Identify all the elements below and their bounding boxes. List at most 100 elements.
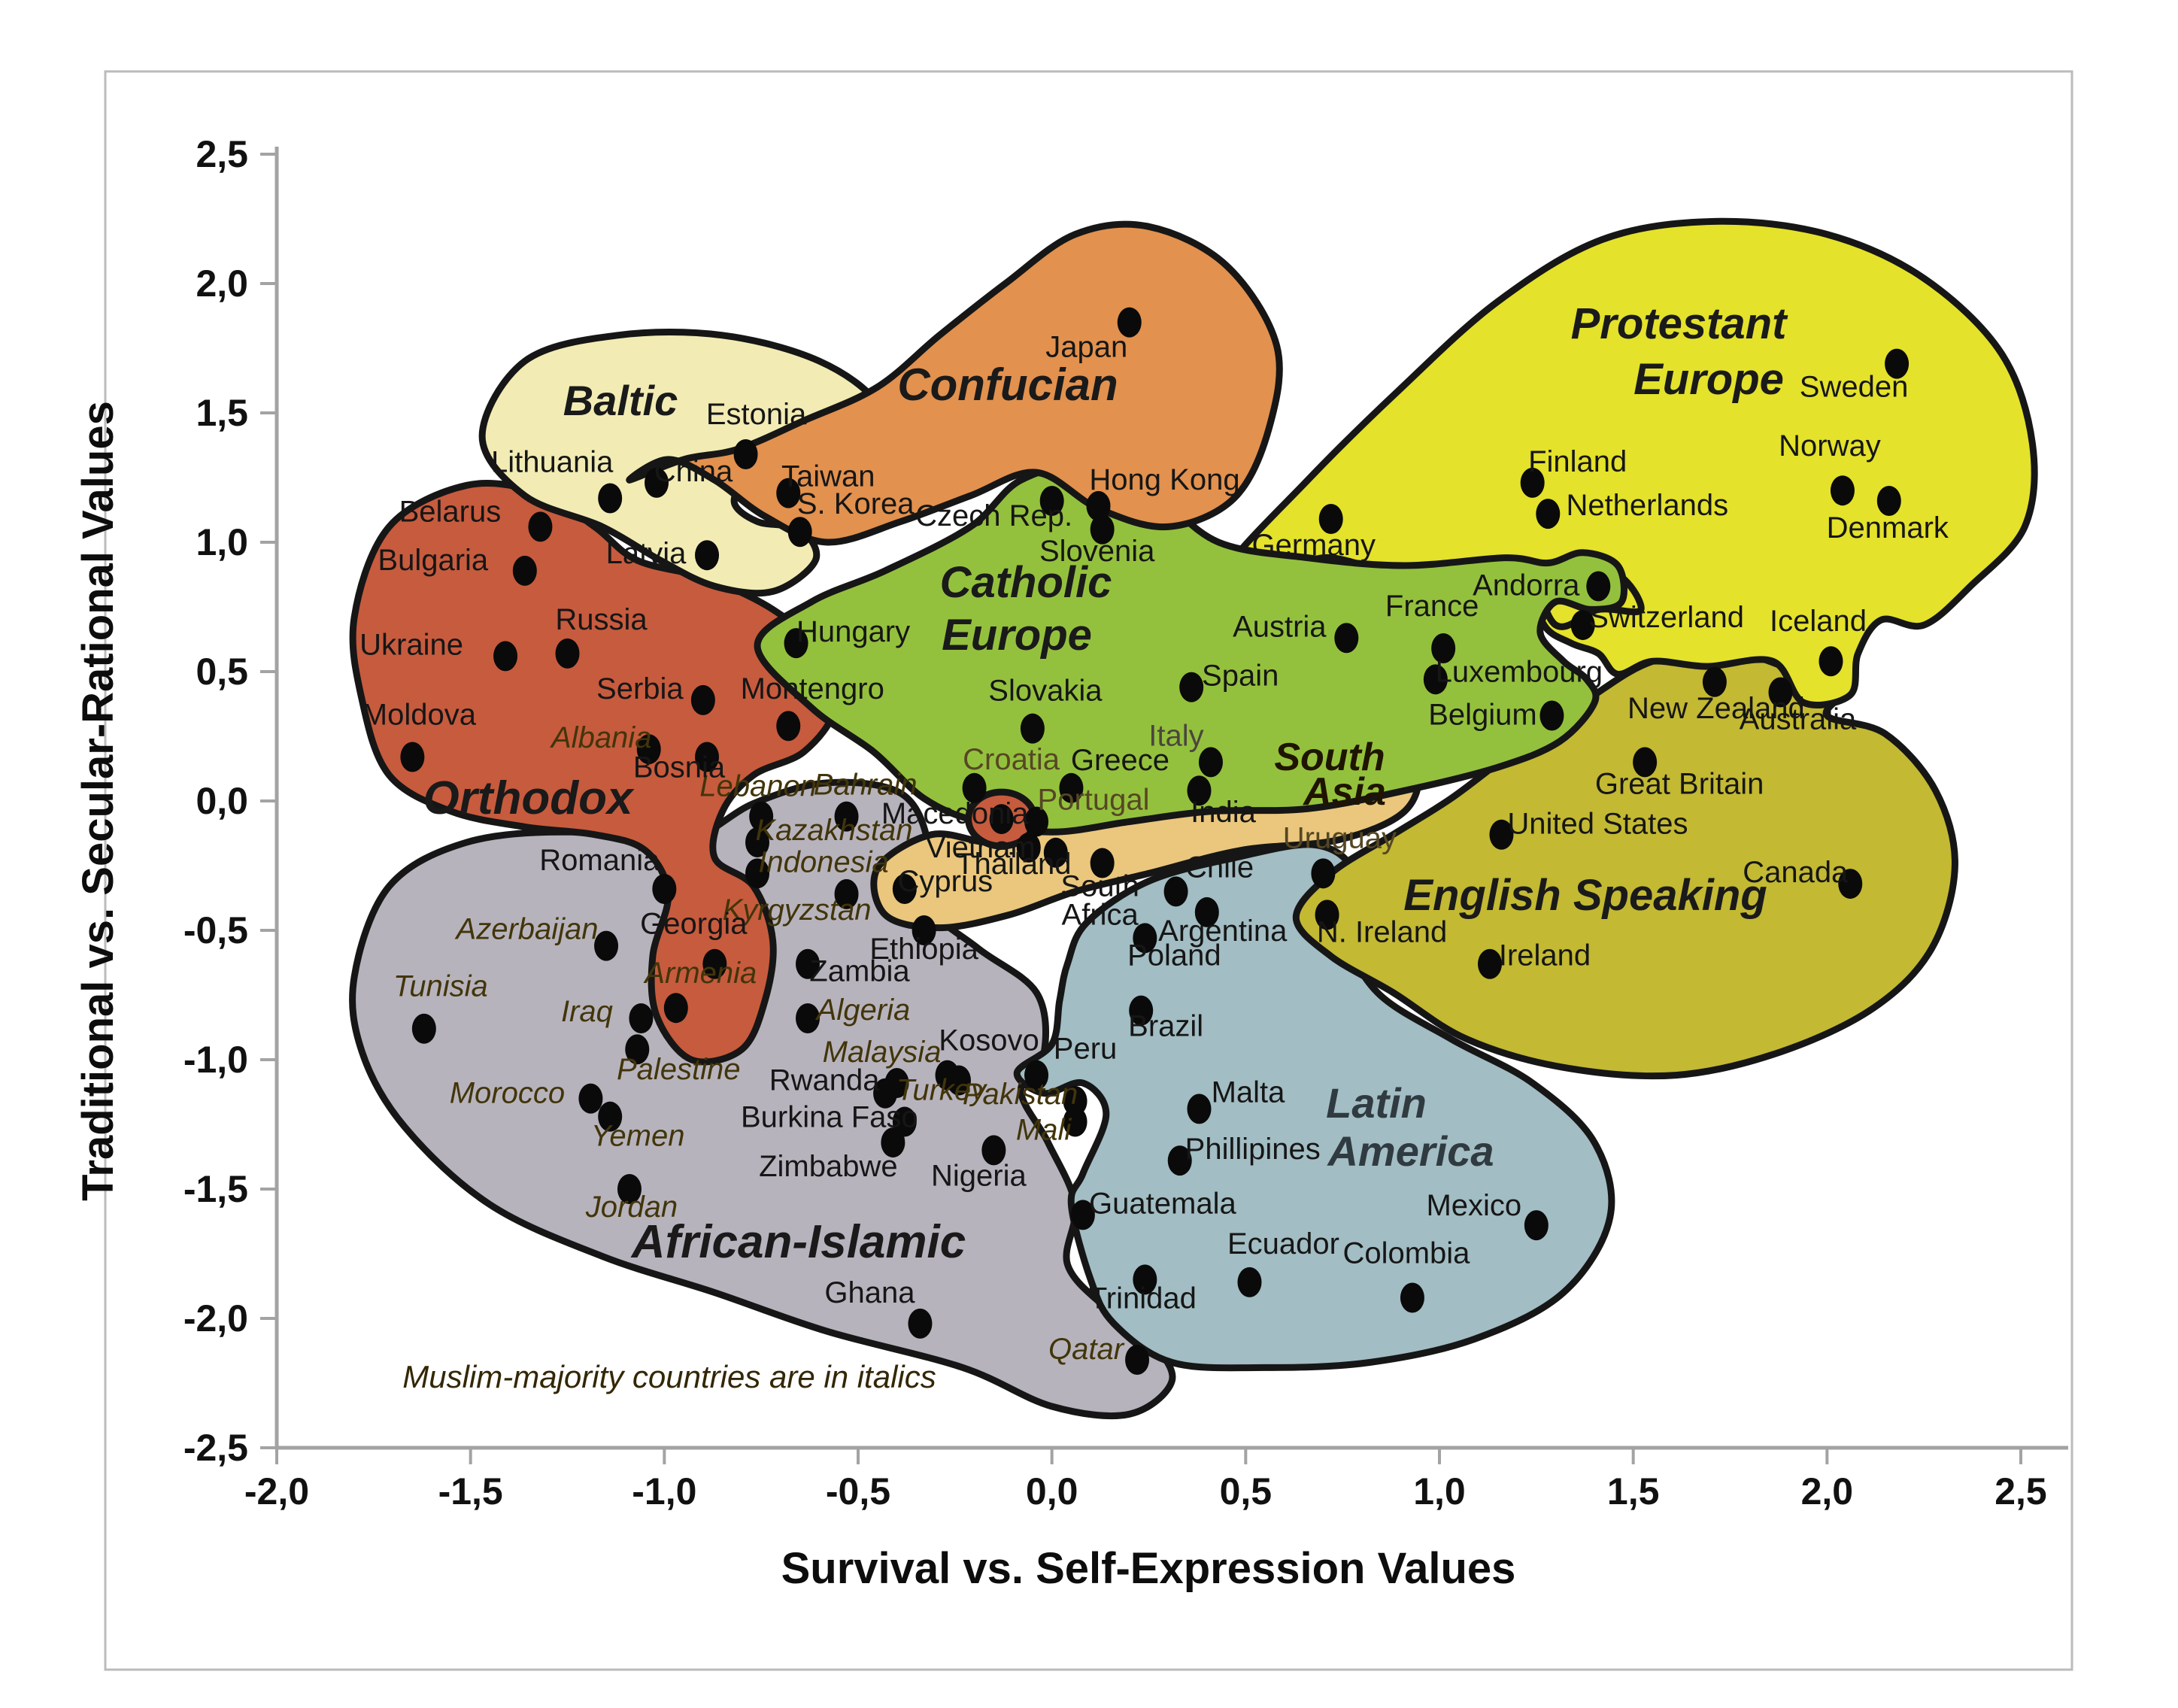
y-tick-label: 2,5 [196, 133, 248, 175]
label-guatemala: Guatemala [1089, 1187, 1236, 1220]
dot-algeria [796, 1003, 821, 1033]
x-tick-label: -1,0 [632, 1470, 696, 1512]
dot-south-africa [1090, 848, 1115, 878]
label-zambia: Zambia [809, 955, 910, 988]
dot-bosnia [695, 742, 720, 772]
x-axis-title: Survival vs. Self-Expression Values [781, 1544, 1516, 1593]
label-vietnam: Vietnam [926, 831, 1036, 864]
region-label-protestant-europe-1: Protestant [1571, 299, 1789, 348]
label-lebanon: Lebanon [699, 770, 817, 803]
label-south-africa-1: South [1060, 870, 1139, 903]
dot-guatemala [1070, 1200, 1095, 1230]
label-argentina: Argentina [1158, 915, 1288, 948]
dot-japan [1117, 307, 1142, 338]
dot-united-states [1489, 819, 1514, 850]
dot-kazakhstan [745, 827, 770, 858]
label-ghana: Ghana [824, 1276, 915, 1309]
region-label-protestant-europe-2: Europe [1634, 355, 1784, 404]
x-tick-label: -0,5 [826, 1470, 890, 1512]
label-morocco: Morocco [450, 1077, 565, 1110]
label-malta: Malta [1212, 1075, 1286, 1109]
dot-macedonia [989, 804, 1014, 835]
x-tick-label: -1,5 [438, 1470, 503, 1512]
dot-belarus [528, 511, 553, 542]
dot-luxembourg [1423, 664, 1448, 695]
label-brazil: Brazil [1128, 1010, 1203, 1043]
y-axis-title: Traditional vs. Secular-Rational Values [74, 401, 123, 1201]
label-burkina-faso: Burkina Faso [741, 1101, 918, 1134]
dot-ukraine [493, 641, 518, 672]
dot-belgium [1539, 700, 1564, 731]
label-poland: Poland [1127, 939, 1221, 972]
label-pakistan: Pakistan [963, 1078, 1078, 1111]
label-s-korea: S. Korea [797, 487, 915, 520]
dot-romania [652, 873, 677, 904]
x-tick-label: -2,0 [244, 1470, 309, 1512]
dot-portugal [1024, 806, 1049, 837]
label-greece: Greece [1071, 744, 1169, 777]
dot-yemen [598, 1101, 623, 1132]
dot-uruguay [1311, 858, 1336, 889]
dot-ethiopia [912, 915, 936, 945]
dot-armenia [663, 993, 688, 1024]
dot-mali [1063, 1106, 1087, 1137]
label-tunisia: Tunisia [393, 970, 488, 1003]
label-sweden: Sweden [1800, 371, 1909, 404]
label-japan: Japan [1045, 331, 1127, 364]
x-tick-label: 2,5 [1994, 1470, 2047, 1512]
dot-n-ireland [1315, 900, 1339, 930]
dot-latvia [695, 540, 720, 571]
dot-qatar [1125, 1345, 1150, 1376]
label-kosovo: Kosovo [939, 1024, 1039, 1057]
label-china: China [654, 455, 733, 488]
region-protestant-europe [1222, 217, 2038, 708]
label-azerbaijan: Azerbaijan [455, 913, 599, 946]
dot-azerbaijan [594, 930, 619, 961]
y-tick-label: -2,5 [184, 1427, 248, 1469]
dot-tunisia [411, 1013, 436, 1044]
label-australia: Australia [1740, 703, 1857, 736]
label-qatar: Qatar [1048, 1333, 1125, 1366]
dot-netherlands [1536, 499, 1561, 529]
dot-brazil [1129, 995, 1154, 1026]
dot-georgia [702, 948, 727, 979]
label-colombia: Colombia [1342, 1236, 1470, 1270]
label-armenia: Armenia [643, 957, 757, 990]
region-label-catholic-europe-2: Europe [942, 611, 1092, 660]
dot-s-korea [787, 517, 812, 548]
dot-lithuania [598, 483, 623, 514]
y-tick-label: 1,5 [196, 392, 248, 434]
dot-poland [1133, 923, 1157, 954]
country-dots-layer [400, 307, 1910, 1376]
muslim-note: Muslim-majority countries are in italics [402, 1359, 936, 1394]
label-albania: Albania [550, 721, 651, 754]
label-austria: Austria [1233, 610, 1327, 643]
dot-lebanon [749, 801, 774, 832]
dot-iceland [1819, 646, 1843, 677]
label-mali: Mali [1016, 1114, 1072, 1147]
label-united-states: United States [1507, 808, 1688, 841]
label-palestine: Palestine [617, 1053, 741, 1086]
y-tick-label: 0,5 [196, 651, 248, 693]
x-tick-label: 1,0 [1413, 1470, 1466, 1512]
dot-palestine [625, 1034, 650, 1065]
label-n-ireland: N. Ireland [1317, 915, 1447, 948]
dot-switzerland [1570, 610, 1595, 641]
region-label-english-speaking: English Speaking [1403, 871, 1767, 920]
dot-italy [1198, 747, 1223, 778]
dot-mexico [1524, 1210, 1549, 1241]
dot-czech-rep- [1039, 485, 1064, 516]
regions-layer [349, 217, 2038, 1420]
dot-moldova [400, 742, 425, 772]
dot-china [645, 467, 669, 498]
label-cyprus: Cyprus [897, 865, 993, 898]
dot-turkey [935, 1060, 960, 1091]
label-estonia: Estonia [706, 398, 807, 431]
dot-france [1431, 633, 1456, 664]
label-latvia: Latvia [606, 537, 687, 570]
y-tick-label: -0,5 [184, 909, 248, 951]
label-switzerland: Switzerland [1588, 601, 1744, 634]
dot-albania [636, 734, 661, 765]
label-germany: Germany [1251, 529, 1376, 562]
y-tick-label: -1,5 [184, 1168, 248, 1210]
